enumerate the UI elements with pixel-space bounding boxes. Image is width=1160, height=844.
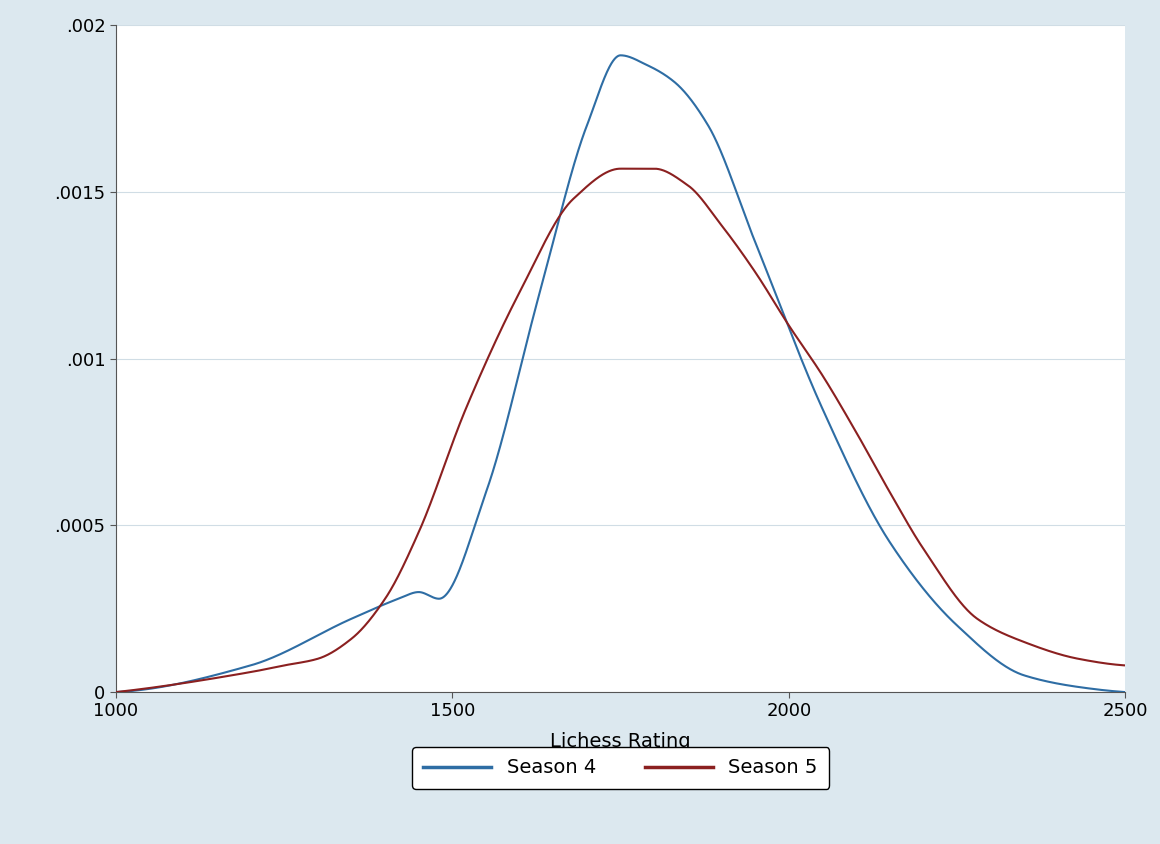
X-axis label: Lichess Rating: Lichess Rating: [550, 732, 691, 750]
Legend: Season 4, Season 5: Season 4, Season 5: [412, 747, 829, 789]
